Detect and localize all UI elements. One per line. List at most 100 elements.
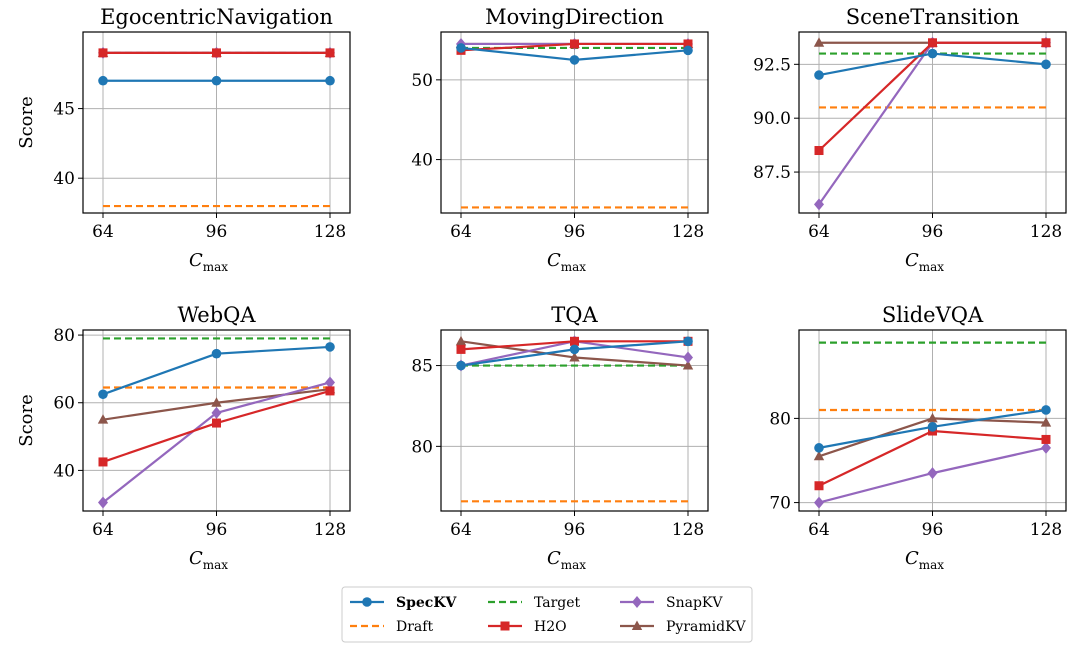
data-point-pyramidkv xyxy=(813,450,825,461)
data-point-snapkv xyxy=(683,351,693,364)
series-speckv xyxy=(814,405,1051,453)
data-point-snapkv xyxy=(98,496,108,509)
data-point-pyramidkv xyxy=(813,37,825,47)
series-speckv xyxy=(456,43,693,65)
x-tick-label: 64 xyxy=(450,222,472,242)
data-point-speckv xyxy=(98,75,108,86)
data-point-snapkv xyxy=(814,496,824,509)
legend-entry-snapkv: SnapKV xyxy=(620,595,723,611)
legend-entry-pyramidkv: PyramidKV xyxy=(620,619,747,635)
y-tick-label: 70 xyxy=(769,494,791,514)
x-tick-label: 96 xyxy=(206,222,228,242)
y-tick-label: 90.0 xyxy=(753,109,791,129)
x-tick-label: 64 xyxy=(92,520,114,540)
data-point-speckv xyxy=(325,75,335,86)
data-point-speckv xyxy=(98,389,108,400)
data-point-h2o xyxy=(456,344,466,354)
data-point-snapkv xyxy=(325,376,335,389)
series-h2o xyxy=(98,386,335,467)
data-point-speckv xyxy=(569,55,580,65)
series-snapkv xyxy=(814,441,1051,509)
data-point-speckv xyxy=(927,422,938,432)
series-speckv xyxy=(814,48,1051,80)
panel-movingdirection: 40 50 64 96 128 MovingDirection Cmax xyxy=(411,5,709,274)
data-point-h2o xyxy=(570,336,579,346)
legend-entry-draft: Draft xyxy=(350,619,433,635)
series-snapkv xyxy=(98,376,335,509)
data-point-pyramidkv xyxy=(927,412,938,423)
y-tick-label: 40 xyxy=(411,151,433,171)
x-tick-label: 128 xyxy=(1030,222,1062,242)
legend-marker-snapkv xyxy=(632,596,642,608)
data-point-speckv xyxy=(1041,59,1051,70)
data-point-h2o xyxy=(570,39,579,49)
data-point-pyramidkv xyxy=(682,360,694,370)
data-point-speckv xyxy=(683,336,693,347)
data-point-h2o xyxy=(814,481,824,491)
data-point-snapkv xyxy=(1041,441,1051,454)
x-tick-label: 128 xyxy=(672,520,704,540)
data-point-h2o xyxy=(1041,434,1051,444)
legend-entry-h2o: H2O xyxy=(488,619,567,635)
data-point-pyramidkv xyxy=(455,335,467,346)
data-point-speckv xyxy=(683,45,693,56)
legend-label-target: Target xyxy=(534,595,581,611)
y-tick-label: 45 xyxy=(53,100,75,120)
data-point-pyramidkv xyxy=(569,351,580,362)
data-point-h2o xyxy=(928,38,937,48)
x-tick-label: 128 xyxy=(672,222,704,242)
x-tick-label: 128 xyxy=(1030,520,1062,540)
series-h2o xyxy=(98,48,335,58)
chart-title: MovingDirection xyxy=(485,5,664,29)
chart-title: EgocentricNavigation xyxy=(100,5,333,29)
x-tick-label: 64 xyxy=(808,222,830,242)
x-axis-label: Cmax xyxy=(189,250,228,274)
panel-slidevqa: 70 80 64 96 128 SlideVQA Cmax xyxy=(769,303,1067,572)
x-tick-label: 128 xyxy=(314,222,346,242)
x-axis-label: Cmax xyxy=(547,548,586,572)
data-point-snapkv xyxy=(927,467,938,480)
legend: SpecKV Draft Target H2O SnapKV PyramidKV xyxy=(341,586,753,643)
legend-marker-h2o xyxy=(500,621,510,631)
chart-title: WebQA xyxy=(177,303,256,327)
data-point-speckv xyxy=(569,344,580,355)
y-axis-label: Score xyxy=(16,96,37,149)
y-tick-label: 85 xyxy=(411,357,433,377)
y-tick-label: 60 xyxy=(53,394,75,414)
data-point-speckv xyxy=(211,75,222,86)
x-tick-label: 96 xyxy=(206,520,228,540)
data-point-speckv xyxy=(456,43,466,53)
data-point-speckv xyxy=(814,70,824,80)
data-point-h2o xyxy=(98,48,108,58)
data-point-h2o xyxy=(814,146,824,156)
y-tick-label: 40 xyxy=(53,169,75,189)
legend-marker-pyramidkv xyxy=(631,620,643,630)
data-point-h2o xyxy=(212,48,221,58)
x-tick-label: 96 xyxy=(564,222,586,242)
legend-entry-target: Target xyxy=(488,595,581,611)
data-point-speckv xyxy=(456,360,466,371)
legend-label-h2o: H2O xyxy=(534,619,567,635)
data-point-speckv xyxy=(1041,405,1051,415)
chart-title: TQA xyxy=(551,303,598,327)
data-point-h2o xyxy=(98,457,108,467)
data-point-speckv xyxy=(814,443,824,453)
series-h2o xyxy=(814,38,1051,156)
data-point-h2o xyxy=(683,39,693,49)
data-point-speckv xyxy=(927,48,938,59)
x-axis-label: Cmax xyxy=(189,548,228,572)
series-pyramidkv xyxy=(813,412,1052,461)
data-point-pyramidkv xyxy=(97,414,109,424)
data-point-h2o xyxy=(1041,38,1051,48)
series-speckv xyxy=(98,75,335,86)
series-speckv xyxy=(456,336,693,371)
x-tick-label: 96 xyxy=(564,520,586,540)
x-tick-label: 64 xyxy=(808,520,830,540)
y-tick-label: 92.5 xyxy=(753,55,791,75)
y-tick-label: 87.5 xyxy=(753,163,791,183)
legend-label-snapkv: SnapKV xyxy=(666,595,723,611)
data-point-pyramidkv xyxy=(1040,417,1052,427)
y-axis-label: Score xyxy=(16,394,37,447)
panel-webqa: 40 60 80 64 96 128 WebQA Cmax Score xyxy=(16,303,351,572)
